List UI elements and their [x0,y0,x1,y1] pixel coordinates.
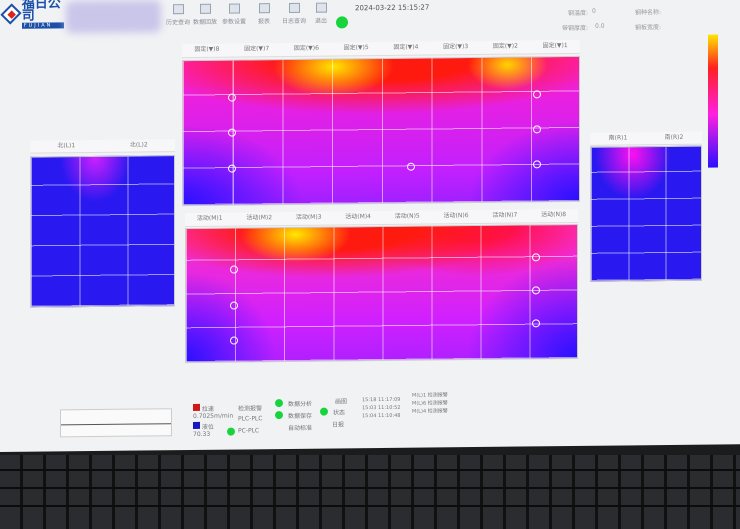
status-pc-plc: PC-PLC [238,427,260,435]
trend-chart [60,408,172,438]
datetime: 2024-03-22 15:15:27 [355,3,430,13]
top-thermal-map[interactable] [182,55,580,207]
zone-label: 固定(▼)1 [542,42,568,50]
history-icon [172,4,184,15]
toolbar-report[interactable]: 报表 [249,3,279,25]
status-analysis: 数据分析 [288,400,313,408]
keyboard-photo-area [0,455,740,529]
sensor-point[interactable] [533,159,542,168]
field-value: 0.0 [595,22,605,30]
zone-label: 固定(▼)3 [443,43,469,51]
grid [591,146,701,281]
sensor-point[interactable] [531,253,540,262]
level-legend-icon [193,421,200,429]
zone-label: 活动(M)1 [196,214,223,222]
toolbar-log[interactable]: 日志查询 [279,2,309,25]
status-save: 数据保存 [288,412,313,420]
state-indicator [320,407,328,416]
toolbar-exit[interactable]: 退出 [306,2,336,25]
status-daily: 日报 [332,421,345,429]
trend-line [61,423,171,426]
left-map-labels: 北(L)1 北(L)2 [30,139,175,154]
zone-label: 北(L)2 [129,141,148,149]
sensor-point[interactable] [533,125,542,134]
speed-value: 0.7025m/min [193,412,234,420]
exit-icon [315,2,327,13]
alarm-log-messages: M(L)1 检测报警 M(L)6 检测报警 M(L)4 检测报警 [412,392,448,415]
grid [31,156,174,307]
log-icon [288,2,300,13]
bottom-thermal-map[interactable] [185,223,578,364]
report-icon [258,3,270,14]
zone-label: 活动(N)8 [541,211,567,219]
zone-label: 活动(M)2 [246,214,273,222]
sensor-point[interactable] [227,128,236,137]
connection-status-indicator [336,16,348,29]
pc-plc-indicator [227,427,235,436]
sensor-point[interactable] [533,90,542,99]
status-bar: 拉速 0.7025m/min 液位 70.33 检测报警 PLC-PLC PC-… [40,392,600,446]
zone-label: 北(L)1 [57,142,76,150]
zone-label: 活动(N)6 [443,212,469,220]
zone-label: 南(R)1 [608,134,628,142]
top-map-labels: 固定(▼)8 固定(▼)7 固定(▼)6 固定(▼)5 固定(▼)4 固定(▼)3 固定(▼… [182,39,580,59]
grid [183,56,579,206]
company-logo: 福日公司 FUJIAN [0,0,64,29]
zone-label: 南(R)2 [664,133,684,142]
toolbar-replay[interactable]: 数据回放 [190,3,220,26]
zone-label: 固定(▼)6 [293,44,319,52]
alarm-log-times: 15:18 11:17:09 15:03 11:10:52 15:04 11:10:… [362,396,401,420]
zone-label: 固定(▼)5 [343,44,369,52]
zone-label: 活动(M)4 [345,213,371,221]
left-thermal-map[interactable] [30,155,175,308]
field-label: 钢板宽度: [635,24,662,32]
zone-label: 固定(▼)2 [492,42,518,50]
save-indicator [275,411,283,420]
zone-label: 固定(▼)8 [194,45,220,53]
sensor-point[interactable] [531,286,540,295]
sensor-point[interactable] [229,265,238,274]
zone-label: 活动(N)7 [492,211,518,219]
status-plc-plc: PLC-PLC [238,415,263,423]
logo-icon [0,3,22,25]
sensor-point[interactable] [406,162,415,171]
right-thermal-map[interactable] [590,145,702,282]
sensor-point[interactable] [531,319,540,328]
field-label: 带钢厚度: [562,24,589,33]
right-map-labels: 南(R)1 南(R)2 [590,131,702,146]
zone-label: 活动(N)5 [394,212,420,220]
toolbar-history[interactable]: 历史查询 [163,4,193,26]
level-value: 70.33 [193,430,211,438]
toolbar-settings[interactable]: 参数设置 [219,3,249,26]
field-label: 钢温度: [568,9,589,18]
blurred-region [66,0,161,34]
replay-icon [199,3,211,14]
field-value: 0 [592,7,596,15]
sensor-point[interactable] [227,93,236,103]
zone-label: 活动(M)3 [295,213,322,221]
status-draw: 画图 [335,398,348,406]
color-scale-bar [708,34,718,168]
grid [186,224,577,363]
sensor-point[interactable] [229,301,238,310]
app-window: 福日公司 FUJIAN 历史查询 数据回放 参数设置 报表 日志查询 退出 202… [0,0,740,452]
field-label: 钢种名称: [635,9,662,17]
status-state: 状态 [333,409,346,417]
speed-legend-icon [193,403,200,411]
status-alarm: 检测报警 [238,405,263,413]
status-auto[interactable]: 自动标准 [288,424,313,432]
sensor-point[interactable] [229,336,238,345]
settings-icon [228,3,240,14]
sensor-point[interactable] [227,164,236,173]
analysis-indicator [275,399,283,408]
zone-label: 固定(▼)7 [244,45,270,53]
zone-label: 固定(▼)4 [393,43,419,51]
